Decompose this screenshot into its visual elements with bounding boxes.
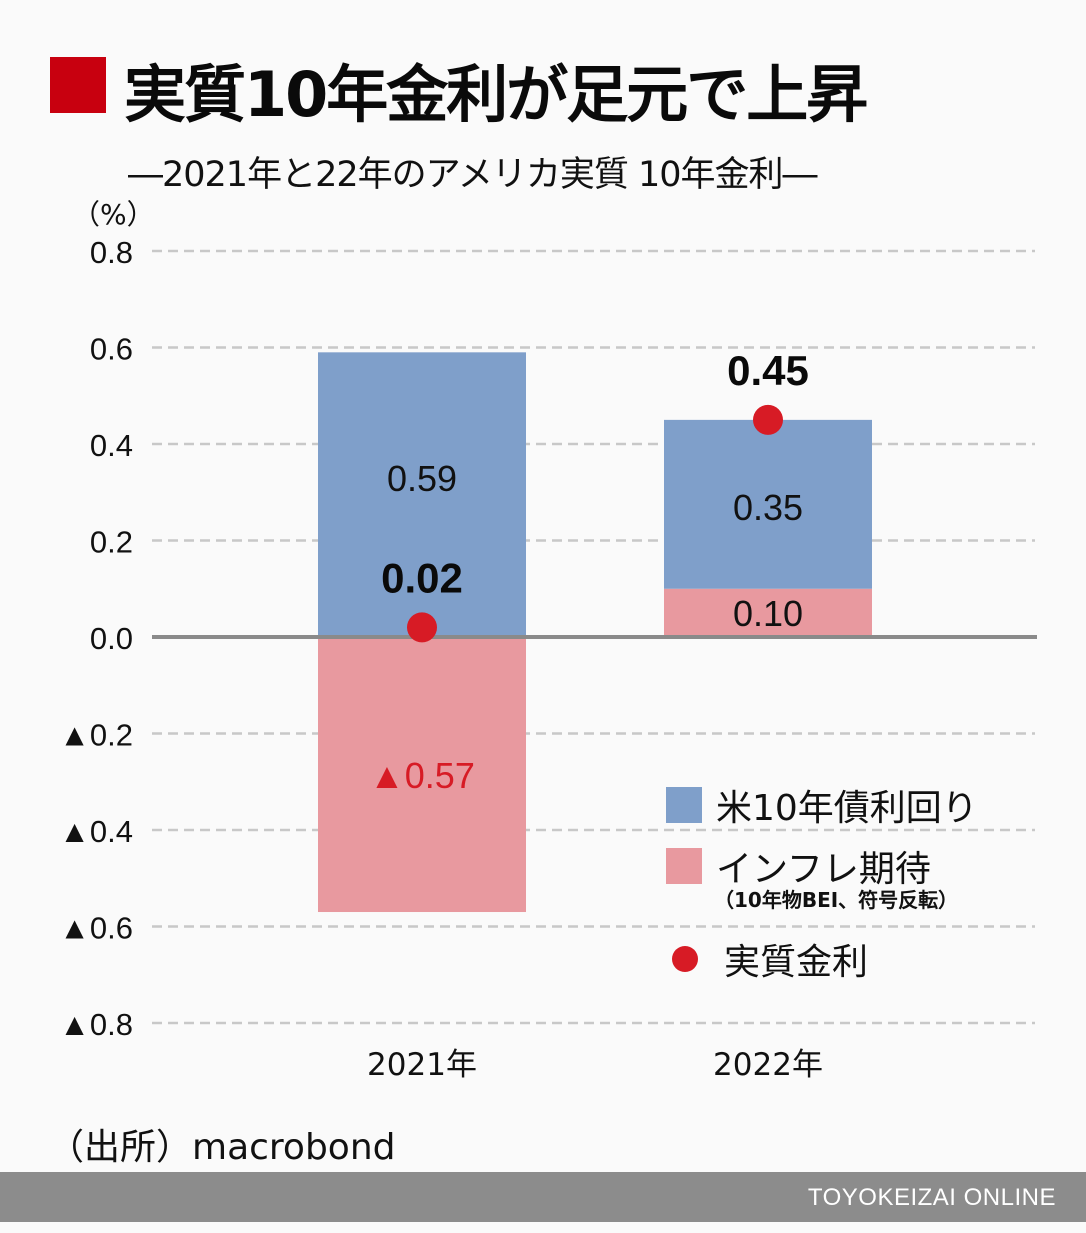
- chart-title: 実質10年金利が足元で上昇: [124, 58, 868, 131]
- real-rate-points: [407, 404, 783, 643]
- y-tick-label: 0.6: [90, 332, 133, 367]
- real-rate-dot: [407, 612, 437, 643]
- y-axis-ticks: 0.8 0.6 0.4 0.2 0.0 ▲0.2 ▲0.4 ▲0.6 ▲0.8: [59, 235, 133, 1042]
- title-marker: [50, 57, 106, 113]
- y-axis-unit: （%）: [72, 198, 155, 231]
- footer-brand: TOYOKEIZAI ONLINE: [807, 1184, 1056, 1211]
- bar-yield: [664, 419, 872, 589]
- legend-item-inflation: インフレ期待: [666, 840, 931, 892]
- legend-item-yield: 米10年債利回り: [666, 779, 978, 831]
- legend-label-inflation: インフレ期待: [716, 849, 931, 890]
- y-tick-label: 0.8: [90, 235, 133, 270]
- y-tick-label: 0.4: [90, 428, 133, 463]
- bars: [318, 352, 872, 913]
- x-tick-label: 2021年: [367, 1047, 477, 1083]
- legend-item-real-rate: 実質金利: [666, 933, 868, 985]
- legend-label-yield: 米10年債利回り: [716, 788, 978, 829]
- y-tick-label: 0.0: [90, 621, 133, 656]
- y-tick-label: ▲0.6: [59, 911, 133, 946]
- data-label-real-rate: 0.02: [381, 554, 463, 601]
- legend-inflation-note: （10年物BEI、符号反転）: [714, 888, 959, 912]
- legend-dot-real-rate: [672, 946, 698, 972]
- y-tick-label: ▲0.8: [59, 1007, 133, 1042]
- bar-inflation: [664, 588, 872, 637]
- data-label-inflation: 0.10: [733, 593, 803, 634]
- x-tick-label: 2022年: [713, 1047, 823, 1083]
- chart-subtitle: ―2021年と22年のアメリカ実質 10年金利―: [128, 155, 818, 195]
- gridlines: [152, 249, 1035, 1025]
- footer-bar: TOYOKEIZAI ONLINE: [0, 1172, 1086, 1222]
- real-rate-dot: [753, 404, 783, 435]
- bar-inflation: [318, 637, 526, 913]
- legend-label-real-rate: 実質金利: [724, 942, 869, 983]
- data-label-inflation: ▲0.57: [369, 755, 475, 796]
- legend-swatch-yield: [666, 787, 702, 823]
- data-label-yield: 0.59: [387, 458, 457, 499]
- y-tick-label: ▲0.4: [59, 814, 133, 849]
- legend-swatch-inflation: [666, 848, 702, 884]
- y-tick-label: 0.2: [90, 525, 133, 560]
- data-label-yield: 0.35: [733, 487, 803, 528]
- y-tick-label: ▲0.2: [59, 718, 133, 753]
- source-note: （出所）macrobond: [48, 1127, 396, 1168]
- x-axis-ticks: 2021年 2022年: [367, 1047, 823, 1083]
- data-labels: 0.59 0.35 ▲0.57 0.10 0.02 0.45: [369, 347, 809, 796]
- bar-yield: [318, 352, 526, 637]
- data-label-real-rate: 0.45: [727, 347, 809, 394]
